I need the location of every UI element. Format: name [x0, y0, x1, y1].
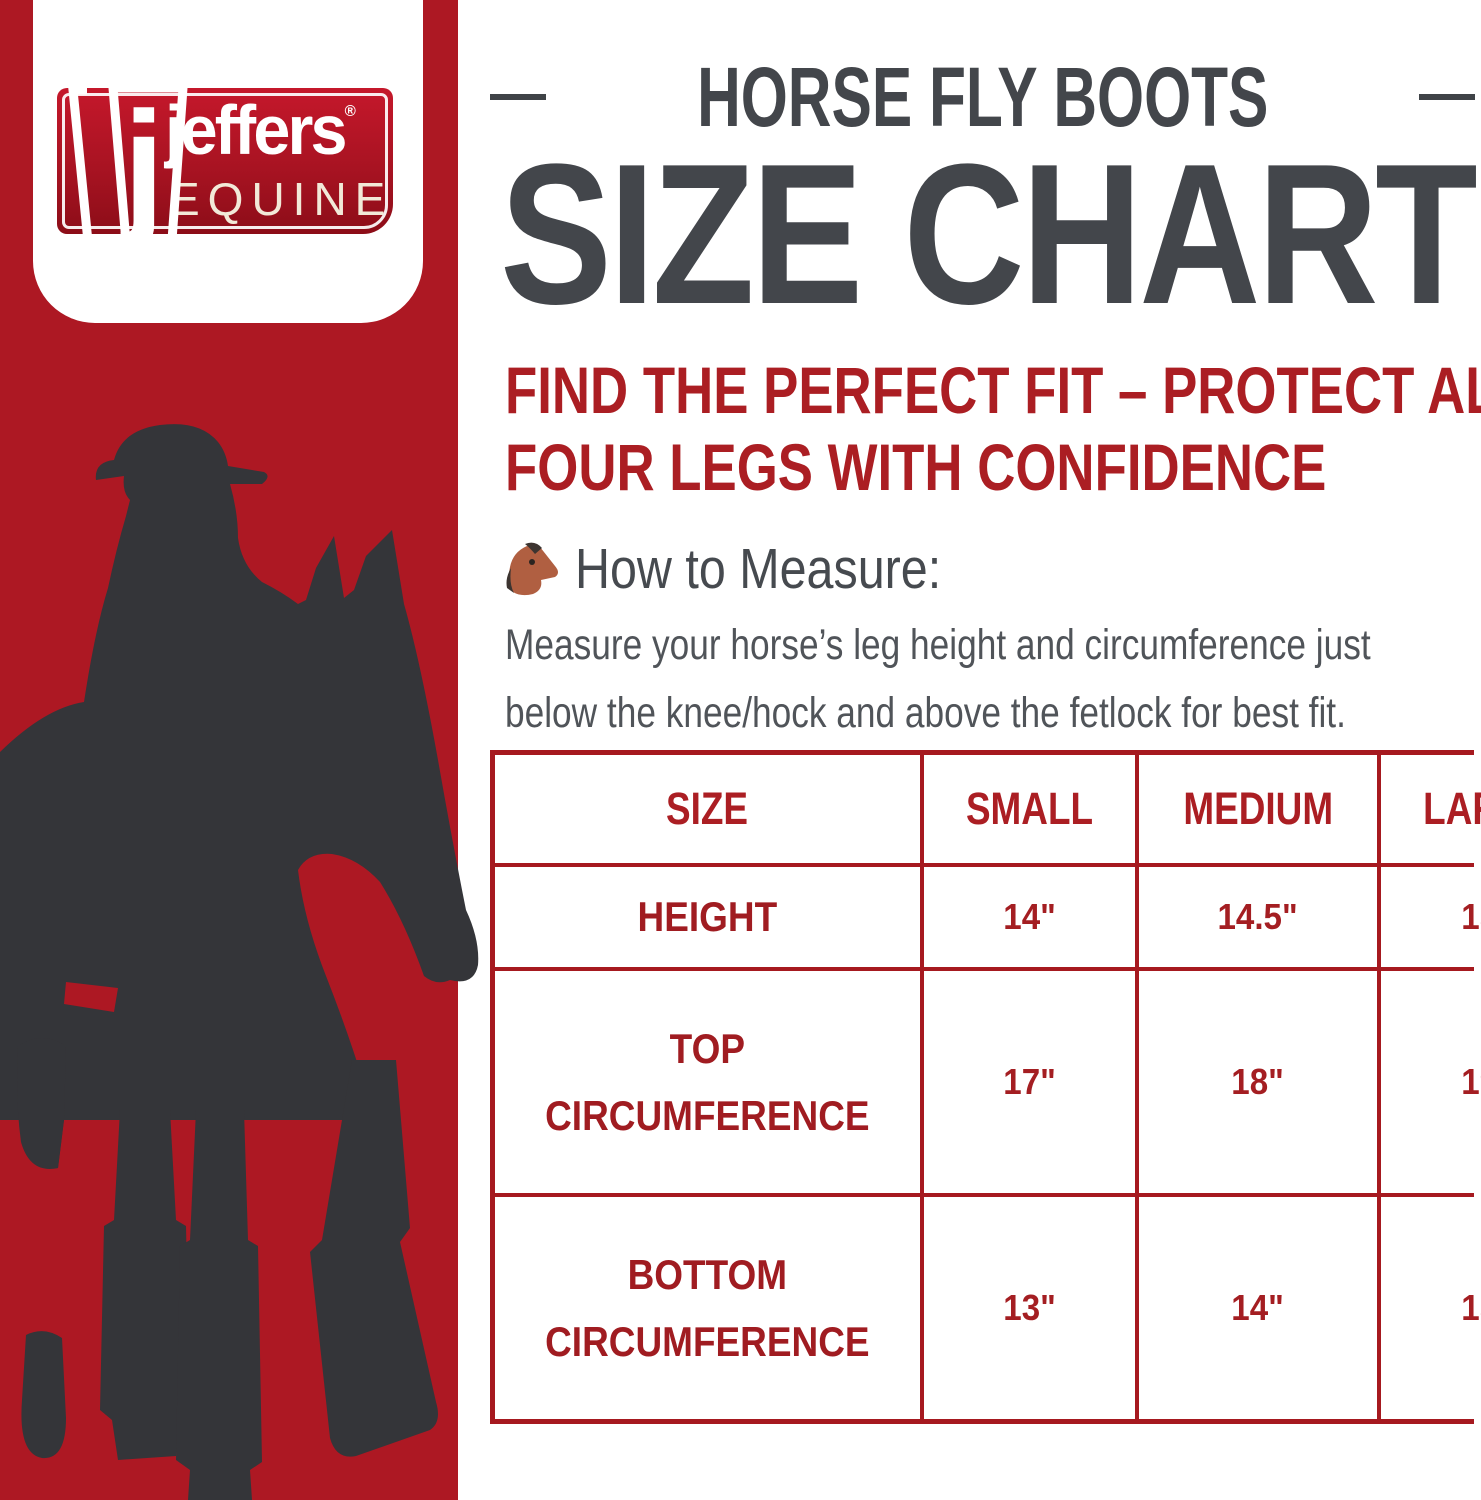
- tagline-line-2: FOUR LEGS WITH CONFIDENCE: [505, 429, 1327, 504]
- logo-card: j jeffers® EQUINE: [33, 0, 423, 323]
- top-circ-small-value: 17": [923, 971, 1135, 1193]
- col-header-medium: MEDIUM: [1138, 755, 1378, 863]
- size-table: SIZE SMALL MEDIUM LARGE HEIGHT 14" 14.5"…: [490, 750, 1481, 1424]
- how-to-measure-text: How to Measure:: [575, 537, 942, 601]
- height-small-value: 14": [923, 867, 1135, 967]
- kicker-row: HORSE FLY BOOTS: [490, 55, 1475, 139]
- col-header-small: SMALL: [923, 755, 1135, 863]
- height-medium-value: 14.5": [1138, 867, 1378, 967]
- cowboy-horse-silhouette: [0, 424, 479, 1500]
- brand-name: jeffers®: [165, 91, 356, 169]
- col-header-size: SIZE: [495, 755, 920, 863]
- measure-line-1: Measure your horse’s leg height and circ…: [505, 621, 1371, 669]
- saddle-gap-notch: [64, 982, 118, 1012]
- top-circ-large-value: 19": [1381, 971, 1481, 1193]
- registered-mark: ®: [344, 103, 356, 120]
- measure-instructions: Measure your horse’s leg height and circ…: [505, 612, 1371, 748]
- horse-emoji-icon: [506, 542, 558, 596]
- height-large-value: 15": [1381, 867, 1481, 967]
- monogram-letter: j: [120, 84, 165, 248]
- row-label-bottom-circumference: BOTTOM CIRCUMFERENCE: [495, 1197, 920, 1419]
- bottom-circ-large-value: 15": [1381, 1197, 1481, 1419]
- col-header-large: LARGE: [1381, 755, 1481, 863]
- kicker-dash-left: [490, 94, 546, 100]
- tagline: FIND THE PERFECT FIT – PROTECT ALL FOUR …: [505, 352, 1481, 505]
- kicker-dash-right: [1419, 94, 1475, 100]
- bottom-circ-small-value: 13": [923, 1197, 1135, 1419]
- jeffers-j-monogram-icon: j: [68, 84, 188, 259]
- row-label-height: HEIGHT: [495, 867, 920, 967]
- brand-division: EQUINE: [169, 173, 394, 225]
- bottom-circ-medium-value: 14": [1138, 1197, 1378, 1419]
- kicker-title: HORSE FLY BOOTS: [696, 50, 1269, 144]
- tagline-line-1: FIND THE PERFECT FIT – PROTECT ALL: [505, 353, 1481, 427]
- top-circ-medium-value: 18": [1138, 971, 1378, 1193]
- page-title: SIZE CHART: [500, 123, 1478, 346]
- jeffers-logo: j jeffers® EQUINE: [57, 84, 394, 259]
- how-to-measure-heading: How to Measure:: [505, 536, 1006, 602]
- measure-line-2: below the knee/hock and above the fetloc…: [505, 688, 1346, 737]
- row-label-top-circumference: TOP CIRCUMFERENCE: [495, 971, 920, 1193]
